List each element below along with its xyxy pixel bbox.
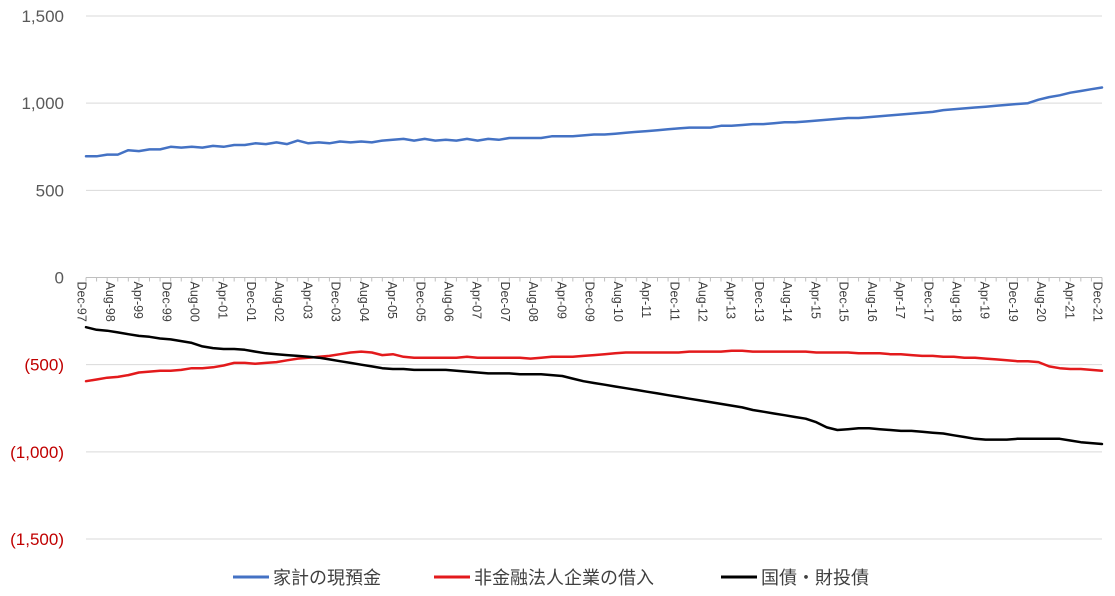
y-tick-label: 500 — [36, 181, 64, 200]
x-tick-label: Apr-17 — [893, 282, 907, 320]
x-tick-label: Aug-08 — [526, 282, 540, 322]
x-tick-label: Dec-99 — [159, 282, 173, 322]
x-tick-label: Apr-03 — [300, 282, 314, 320]
y-axis: 1,500 1,000 500 0 (500) (1,000) (1,500) — [10, 7, 64, 549]
x-tick-label: Aug-00 — [188, 282, 202, 322]
x-tick-label: Aug-98 — [103, 282, 117, 322]
series-line-0 — [84, 86, 1104, 158]
x-tick-label: Dec-07 — [498, 282, 512, 322]
x-tick-label: Apr-99 — [131, 282, 145, 320]
y-tick-label: 0 — [55, 269, 64, 288]
x-tick-label: Apr-19 — [978, 282, 992, 320]
legend: 家計の現預金 非金融法人企業の借入 国債・財投債 — [233, 568, 869, 589]
x-tick-label: Apr-21 — [1062, 282, 1076, 320]
x-tick-label: Dec-01 — [244, 282, 258, 322]
series-lines — [84, 86, 1104, 446]
x-tick-label: Dec-03 — [329, 282, 343, 322]
x-tick-label: Aug-20 — [1034, 282, 1048, 322]
x-tick-label: Aug-04 — [357, 282, 371, 322]
x-axis: Dec-97 Aug-98 Apr-99 Dec-99 Aug-00 Apr-01 Dec-… — [75, 277, 1105, 322]
x-tick-label: Dec-13 — [752, 282, 766, 322]
x-tick-label: Aug-14 — [780, 282, 794, 322]
y-tick-label: 1,500 — [21, 7, 64, 26]
series-line-1 — [84, 349, 1104, 383]
y-tick-label: 1,000 — [21, 94, 64, 113]
x-tick-label: Apr-13 — [724, 282, 738, 320]
x-tick-label: Aug-16 — [865, 282, 879, 322]
x-tick-label: Dec-21 — [1091, 282, 1105, 322]
legend-label: 国債・財投債 — [761, 568, 869, 589]
x-tick-label: Apr-15 — [808, 282, 822, 320]
y-tick-label: (1,500) — [10, 530, 64, 549]
x-tick-label: Dec-97 — [75, 282, 89, 322]
x-tick-label: Dec-05 — [413, 282, 427, 322]
x-tick-label: Dec-09 — [583, 282, 597, 322]
x-tick-label: Dec-15 — [837, 282, 851, 322]
y-tick-label: (1,000) — [10, 443, 64, 462]
x-tick-label: Aug-06 — [442, 282, 456, 322]
x-tick-label: Apr-05 — [385, 282, 399, 320]
y-tick-label: (500) — [24, 356, 64, 375]
x-tick-label: Dec-19 — [1006, 282, 1020, 322]
x-tick-label: Dec-17 — [921, 282, 935, 322]
x-tick-label: Aug-02 — [272, 282, 286, 322]
x-tick-label: Dec-11 — [667, 282, 681, 321]
x-tick-label: Apr-07 — [470, 282, 484, 320]
x-tick-label: Aug-12 — [696, 282, 710, 322]
x-tick-label: Aug-10 — [611, 282, 625, 322]
x-tick-label: Apr-09 — [554, 282, 568, 320]
legend-label: 非金融法人企業の借入 — [474, 568, 654, 589]
legend-label: 家計の現預金 — [273, 568, 381, 589]
series-line-2 — [84, 325, 1104, 446]
x-tick-label: Aug-18 — [950, 282, 964, 322]
x-tick-label: Apr-11 — [639, 282, 653, 319]
x-tick-label: Apr-01 — [216, 282, 230, 320]
